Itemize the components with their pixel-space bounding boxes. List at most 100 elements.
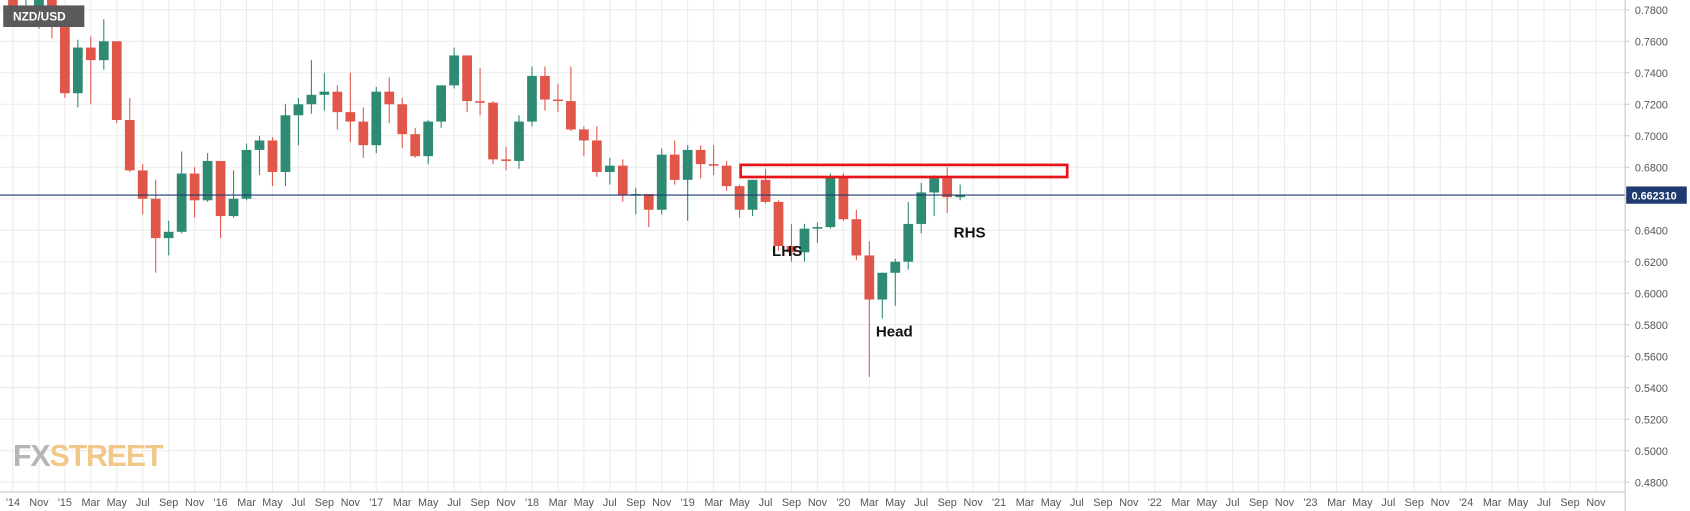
x-tick-label: Sep <box>470 497 489 509</box>
x-tick-label: '22 <box>1148 497 1162 509</box>
x-tick-label: Sep <box>159 497 178 509</box>
candle-body <box>254 140 265 150</box>
x-tick-label: May <box>574 497 595 509</box>
candle-body <box>410 134 421 157</box>
candle-body <box>851 219 862 256</box>
x-tick-label: Jul <box>1226 497 1240 509</box>
y-tick-label: 0.7000 <box>1635 131 1668 143</box>
candle-body <box>527 75 537 122</box>
x-tick-label: May <box>885 497 906 509</box>
x-tick-label: Mar <box>860 497 879 509</box>
x-tick-label: Nov <box>1431 497 1451 509</box>
x-tick-label: May <box>729 497 750 509</box>
candle-body <box>566 101 576 130</box>
candle-body <box>150 198 161 239</box>
candle-body <box>124 120 135 171</box>
x-tick-label: Sep <box>1405 497 1424 509</box>
symbol-label: NZD/USD <box>13 10 66 24</box>
candle-body <box>942 178 953 198</box>
x-tick-label: Nov <box>1119 497 1139 509</box>
x-tick-label: Mar <box>704 497 723 509</box>
candle-body <box>916 192 927 224</box>
x-tick-label: Jul <box>136 497 150 509</box>
candle-body <box>280 115 291 172</box>
x-tick-label: '15 <box>58 497 72 509</box>
candle-body <box>72 47 83 94</box>
watermark-fx: FX <box>13 440 50 473</box>
x-tick-label: '17 <box>369 497 383 509</box>
x-tick-label: May <box>1508 497 1529 509</box>
candle-body <box>189 173 200 201</box>
x-tick-label: '16 <box>214 497 228 509</box>
x-tick-label: Sep <box>1560 497 1579 509</box>
y-tick-label: 0.5600 <box>1635 352 1668 364</box>
y-tick-label: 0.5000 <box>1635 446 1668 458</box>
candle-body <box>306 94 317 105</box>
candle-body <box>553 99 563 102</box>
candle-body <box>877 272 888 300</box>
candle-body <box>241 149 252 199</box>
candle-body <box>929 178 940 193</box>
candle-body <box>591 140 602 172</box>
candle-body <box>293 104 304 116</box>
candle-body <box>708 164 719 166</box>
candle-body <box>488 102 498 160</box>
candle-body <box>462 55 472 102</box>
x-tick-label: Jul <box>603 497 617 509</box>
x-tick-label: Jul <box>914 497 928 509</box>
candle-body <box>617 165 628 196</box>
x-tick-label: May <box>1352 497 1373 509</box>
annotation: RHS <box>954 224 986 241</box>
candle-body <box>825 176 836 228</box>
candle-body <box>436 85 447 122</box>
x-tick-label: Sep <box>315 497 334 509</box>
x-tick-label: Nov <box>1586 497 1606 509</box>
x-tick-label: '24 <box>1459 497 1473 509</box>
candle-body <box>643 194 654 210</box>
candle-body <box>773 201 784 246</box>
y-tick-label: 0.7400 <box>1635 68 1668 80</box>
y-tick-label: 0.7200 <box>1635 100 1668 112</box>
candle-body <box>332 91 343 113</box>
x-tick-label: Mar <box>1327 497 1346 509</box>
y-tick-label: 0.5400 <box>1635 383 1668 395</box>
candle-body <box>669 154 680 180</box>
candle-body <box>345 112 356 122</box>
candle-body <box>85 47 96 61</box>
y-tick-label: 0.6400 <box>1635 226 1668 238</box>
y-tick-label: 0.7600 <box>1635 37 1668 49</box>
x-tick-label: Mar <box>1171 497 1190 509</box>
candle-body <box>786 245 797 253</box>
candle-body <box>838 176 849 220</box>
x-tick-label: Nov <box>964 497 984 509</box>
y-tick-label: 0.6800 <box>1635 163 1668 175</box>
x-tick-label: Sep <box>782 497 801 509</box>
candle-body <box>215 160 226 217</box>
x-tick-label: Jul <box>1381 497 1395 509</box>
x-tick-label: '14 <box>6 497 20 509</box>
annotation: Head <box>876 324 913 341</box>
x-tick-label: Mar <box>1016 497 1035 509</box>
x-tick-label: May <box>1196 497 1217 509</box>
candle-body <box>579 129 589 141</box>
candle-body <box>501 159 511 161</box>
candle-body <box>111 41 122 121</box>
x-tick-label: Mar <box>393 497 412 509</box>
candle-body <box>423 121 434 157</box>
candle-body <box>47 0 57 10</box>
y-tick-label: 0.7800 <box>1635 5 1668 17</box>
x-tick-label: Jul <box>759 497 773 509</box>
x-tick-label: Nov <box>1275 497 1295 509</box>
x-tick-label: Nov <box>496 497 516 509</box>
candle-body <box>358 121 369 146</box>
y-tick-label: 0.5200 <box>1635 415 1668 427</box>
x-tick-label: Nov <box>29 497 49 509</box>
x-tick-label: Sep <box>1249 497 1268 509</box>
candle-body <box>695 149 706 165</box>
candle-body <box>890 261 901 273</box>
candle-body <box>955 195 966 198</box>
x-tick-label: Nov <box>341 497 361 509</box>
candle-body <box>319 91 330 95</box>
